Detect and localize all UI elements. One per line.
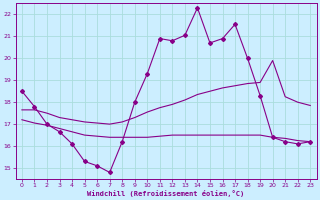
X-axis label: Windchill (Refroidissement éolien,°C): Windchill (Refroidissement éolien,°C): [87, 190, 245, 197]
